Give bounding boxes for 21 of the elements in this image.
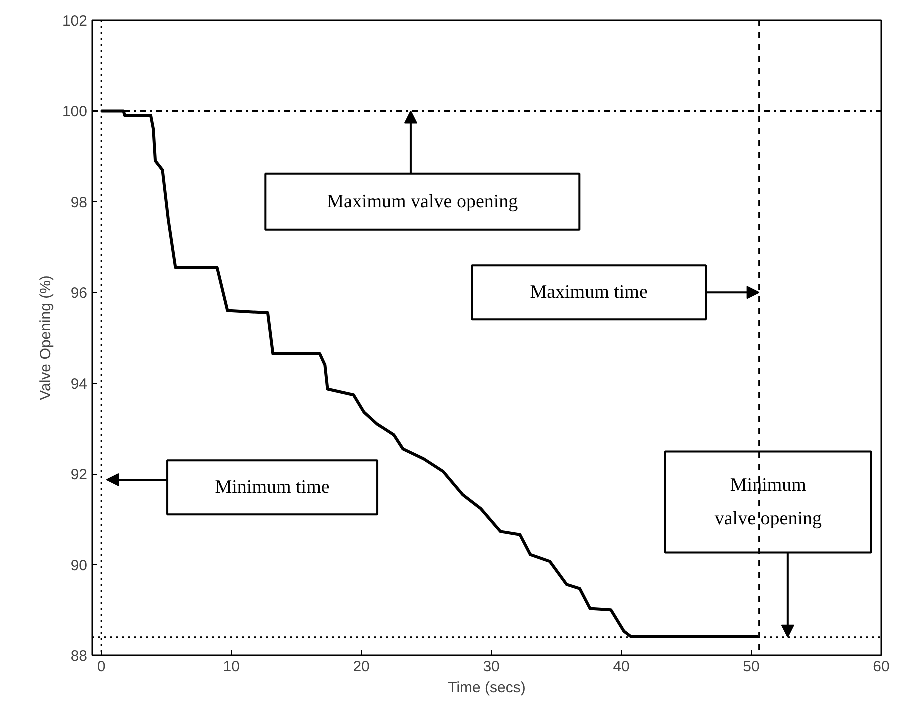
x-tick-label: 20	[353, 658, 370, 676]
x-tick-label: 30	[483, 658, 500, 676]
x-tick-label: 0	[97, 658, 106, 676]
x-tick-label: 60	[873, 658, 890, 676]
y-tick-label: 88	[70, 648, 88, 665]
y-tick-label: 102	[62, 13, 88, 30]
x-tick-label: 50	[743, 658, 760, 676]
y-tick-label: 92	[70, 466, 88, 484]
annotation: Maximum time	[530, 282, 648, 304]
x-tick-label: 10	[223, 658, 240, 676]
y-axis-title: Valve Opening (%)	[37, 276, 54, 400]
x-axis-title: Time (secs)	[448, 680, 526, 696]
y-tick-label: 96	[70, 285, 88, 302]
y-tick-label: 94	[70, 376, 88, 393]
y-tick-label: 100	[62, 104, 88, 121]
annotation: Maximum valve opening	[327, 191, 519, 212]
x-tick-label: 40	[613, 658, 630, 676]
y-tick-label: 90	[70, 557, 88, 574]
annotation: Minimum valve opening	[714, 474, 822, 530]
y-tick-label: 98	[70, 194, 88, 212]
annotation: Minimum time	[215, 477, 330, 498]
